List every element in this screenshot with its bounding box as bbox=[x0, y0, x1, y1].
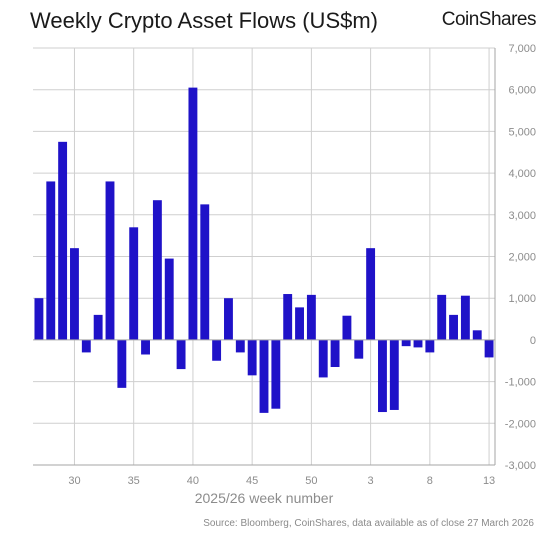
bar bbox=[295, 307, 304, 340]
bar bbox=[129, 227, 139, 340]
x-tick-label: 50 bbox=[305, 475, 317, 487]
bar bbox=[152, 200, 162, 340]
bar bbox=[271, 339, 281, 409]
bar bbox=[283, 294, 293, 340]
bar bbox=[354, 339, 364, 359]
x-tick-label: 30 bbox=[68, 475, 80, 487]
chart-title: Weekly Crypto Asset Flows (US$m) bbox=[30, 8, 379, 33]
y-tick-label: -1,000 bbox=[505, 377, 536, 389]
bar bbox=[105, 181, 115, 340]
bar bbox=[449, 314, 458, 340]
y-tick-label: 5,000 bbox=[508, 126, 536, 138]
y-tick-label: 3,000 bbox=[508, 210, 536, 222]
bar bbox=[81, 339, 91, 353]
bar bbox=[235, 339, 245, 353]
x-tick-label: 35 bbox=[128, 475, 140, 487]
bar bbox=[425, 339, 435, 353]
y-tick-label: 6,000 bbox=[508, 85, 536, 97]
bar bbox=[176, 339, 186, 370]
coinshares-logo: CoinShares bbox=[441, 9, 537, 30]
y-tick-label: -3,000 bbox=[505, 460, 536, 472]
x-tick-label: 3 bbox=[368, 475, 374, 487]
bar bbox=[389, 339, 399, 410]
y-tick-label: 4,000 bbox=[508, 168, 536, 180]
bar bbox=[212, 339, 222, 361]
y-tick-label: 7,000 bbox=[508, 43, 536, 55]
bar bbox=[70, 248, 79, 340]
axes bbox=[33, 48, 496, 466]
bar bbox=[46, 181, 56, 340]
bar bbox=[247, 339, 257, 376]
tick-labels: 7,000 6,000 5,000 4,000 3,000 2,000 1,000 0 -1,0… bbox=[68, 43, 536, 487]
bar bbox=[342, 315, 352, 340]
bar bbox=[413, 339, 423, 348]
bar bbox=[437, 294, 447, 340]
x-tick-label: 45 bbox=[246, 475, 258, 487]
bar bbox=[164, 258, 174, 340]
x-tick-label: 8 bbox=[427, 475, 433, 487]
bar bbox=[306, 294, 316, 340]
bar bbox=[318, 339, 328, 378]
bar bbox=[378, 339, 387, 413]
bars bbox=[34, 87, 494, 413]
bar bbox=[93, 314, 103, 340]
bar bbox=[472, 330, 482, 340]
x-axis-label: 2025/26 week number bbox=[195, 490, 334, 506]
bar bbox=[58, 141, 68, 340]
bar bbox=[224, 298, 233, 340]
bar bbox=[259, 339, 269, 413]
bar bbox=[366, 248, 376, 340]
bar bbox=[34, 298, 44, 340]
x-tick-label: 40 bbox=[187, 475, 199, 487]
bar bbox=[117, 339, 127, 388]
bar bbox=[460, 295, 470, 340]
bar bbox=[141, 339, 150, 355]
bar bbox=[188, 87, 198, 340]
x-tick-label: 13 bbox=[483, 475, 495, 487]
bar bbox=[484, 339, 494, 358]
y-tick-label: 2,000 bbox=[508, 252, 536, 264]
bar bbox=[330, 339, 340, 368]
y-tick-label: 1,000 bbox=[508, 293, 536, 305]
bar bbox=[401, 339, 411, 347]
source-note: Source: Bloomberg, CoinShares, data avai… bbox=[203, 518, 534, 529]
bar bbox=[200, 204, 210, 340]
y-tick-label: -2,000 bbox=[505, 418, 536, 430]
y-tick-label: 0 bbox=[530, 335, 536, 347]
